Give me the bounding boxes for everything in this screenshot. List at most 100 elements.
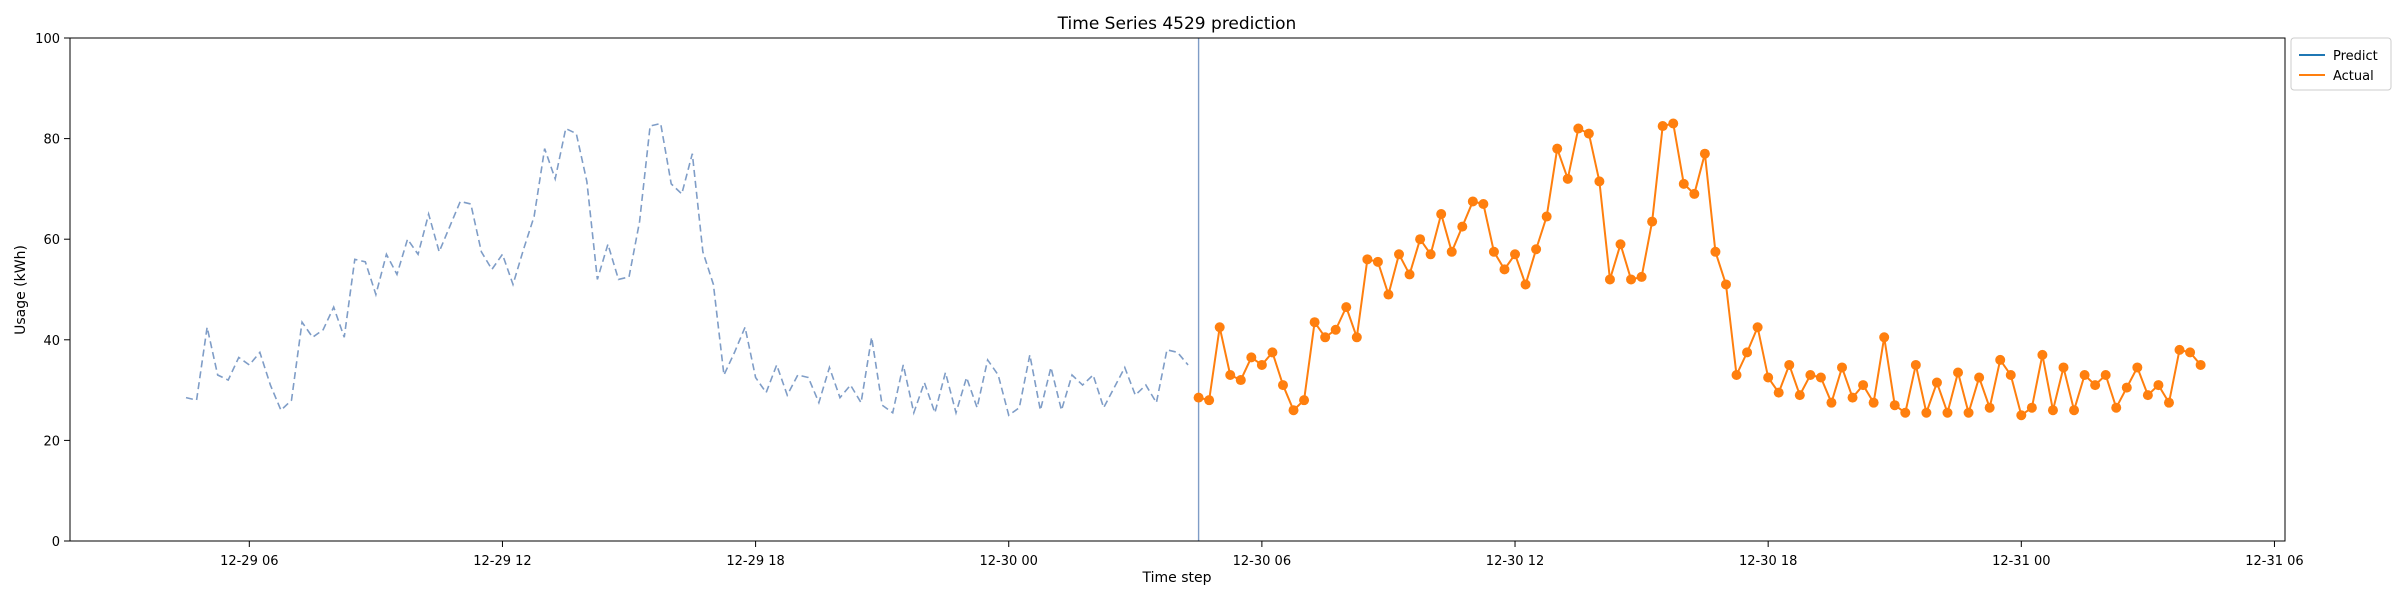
actual-data-point <box>1362 254 1373 265</box>
actual-data-point <box>1974 372 1985 383</box>
chart-title: Time Series 4529 prediction <box>1057 14 1297 34</box>
actual-data-point <box>1277 380 1288 391</box>
actual-data-point <box>1436 209 1447 220</box>
actual-data-point <box>1415 234 1426 245</box>
plot-frame <box>69 37 2286 542</box>
x-tick-label: 12-31 00 <box>1992 554 2050 569</box>
actual-data-point <box>1984 402 1995 413</box>
actual-data-point <box>1541 211 1552 222</box>
actual-data-point <box>1615 239 1626 250</box>
actual-data-point <box>1351 332 1362 343</box>
actual-data-point <box>2163 397 2174 408</box>
actual-data-point <box>2121 382 2132 393</box>
actual-data-point <box>1910 359 1921 370</box>
actual-data-point <box>1562 173 1573 184</box>
y-tick-label: 0 <box>52 535 60 550</box>
legend-box <box>2290 37 2392 91</box>
actual-data-point <box>1921 407 1932 418</box>
actual-data-point <box>1235 375 1246 386</box>
y-axis-label: Usage (kWh) <box>13 245 29 335</box>
actual-data-point <box>2153 380 2164 391</box>
y-tick-label: 20 <box>43 434 60 449</box>
actual-data-point <box>1267 347 1278 358</box>
x-tick-label: 12-29 18 <box>726 554 784 569</box>
actual-series-line <box>1198 122 2202 417</box>
x-tick-label: 12-29 12 <box>473 554 531 569</box>
legend: Predict Actual <box>2290 37 2392 91</box>
actual-data-point <box>1773 387 1784 398</box>
actual-data-point <box>1467 196 1478 207</box>
actual-data-point <box>1710 246 1721 257</box>
actual-data-point <box>1394 249 1404 260</box>
actual-data-point <box>1583 128 1594 139</box>
x-tick-label: 12-30 00 <box>980 554 1038 569</box>
actual-data-point <box>1689 188 1700 199</box>
actual-data-point <box>1963 407 1974 418</box>
actual-data-point <box>1531 244 1542 255</box>
legend-label-predict: Predict <box>2333 49 2378 64</box>
actual-data-point <box>1942 407 1953 418</box>
actual-data-point <box>1847 392 1858 403</box>
actual-data-point <box>2195 359 2206 370</box>
actual-data-point <box>2090 380 2101 391</box>
actual-data-point <box>1383 289 1394 300</box>
actual-data-point <box>1879 332 1890 343</box>
actual-data-point <box>2026 402 2037 413</box>
y-tick-label: 60 <box>43 233 60 248</box>
actual-data-point <box>1309 317 1320 328</box>
actual-data-point <box>1341 302 1352 313</box>
actual-data-point <box>1636 271 1647 282</box>
actual-data-point <box>1889 400 1900 411</box>
x-axis-label: Time step <box>1142 570 1212 586</box>
actual-data-point <box>1858 380 1869 391</box>
actual-data-point <box>1573 123 1584 134</box>
x-tick-label: 12-30 12 <box>1486 554 1544 569</box>
actual-data-point <box>2132 362 2143 373</box>
actual-data-point <box>2058 362 2069 373</box>
actual-data-point <box>1520 279 1531 290</box>
legend-label-actual: Actual <box>2333 69 2374 84</box>
actual-data-point <box>2016 410 2027 421</box>
actual-data-point <box>1837 362 1847 373</box>
actual-data-point <box>1742 347 1753 358</box>
actual-data-point <box>1193 392 1204 403</box>
actual-data-point <box>1931 377 1942 388</box>
actual-data-point <box>2069 405 2080 416</box>
actual-data-point <box>1214 322 1225 333</box>
actual-data-point <box>2185 347 2196 358</box>
actual-data-point <box>1647 216 1658 227</box>
actual-data-point <box>2037 349 2048 360</box>
y-tick-label: 100 <box>35 32 60 47</box>
actual-data-point <box>1330 324 1341 335</box>
actual-data-point <box>1805 370 1816 381</box>
actual-data-point <box>1288 405 1299 416</box>
actual-data-point <box>1552 143 1563 154</box>
actual-data-point <box>1446 246 1457 257</box>
history-series-line <box>185 122 1189 417</box>
actual-data-point <box>1699 148 1710 159</box>
actual-data-point <box>1510 249 1521 260</box>
actual-data-point <box>1372 256 1383 267</box>
actual-data-point <box>1678 178 1689 189</box>
actual-data-point <box>1731 370 1742 381</box>
y-tick-label: 80 <box>43 133 60 148</box>
actual-data-point <box>1225 370 1236 381</box>
actual-data-point <box>1256 359 1267 370</box>
actual-data-point <box>2100 370 2111 381</box>
actual-data-point <box>2111 402 2122 413</box>
actual-data-point <box>1784 359 1795 370</box>
actual-data-point <box>2047 405 2058 416</box>
actual-data-point <box>1953 367 1964 378</box>
actual-data-point <box>2005 370 2016 381</box>
actual-data-point <box>1900 407 1911 418</box>
actual-data-point <box>1478 198 1489 209</box>
actual-data-point <box>1657 121 1668 132</box>
actual-data-point <box>1752 322 1763 333</box>
actual-data-point <box>1457 221 1468 232</box>
x-tick-label: 12-30 06 <box>1233 554 1291 569</box>
actual-data-point <box>1815 372 1826 383</box>
actual-data-point <box>1604 274 1615 285</box>
actual-data-point <box>1763 372 1774 383</box>
